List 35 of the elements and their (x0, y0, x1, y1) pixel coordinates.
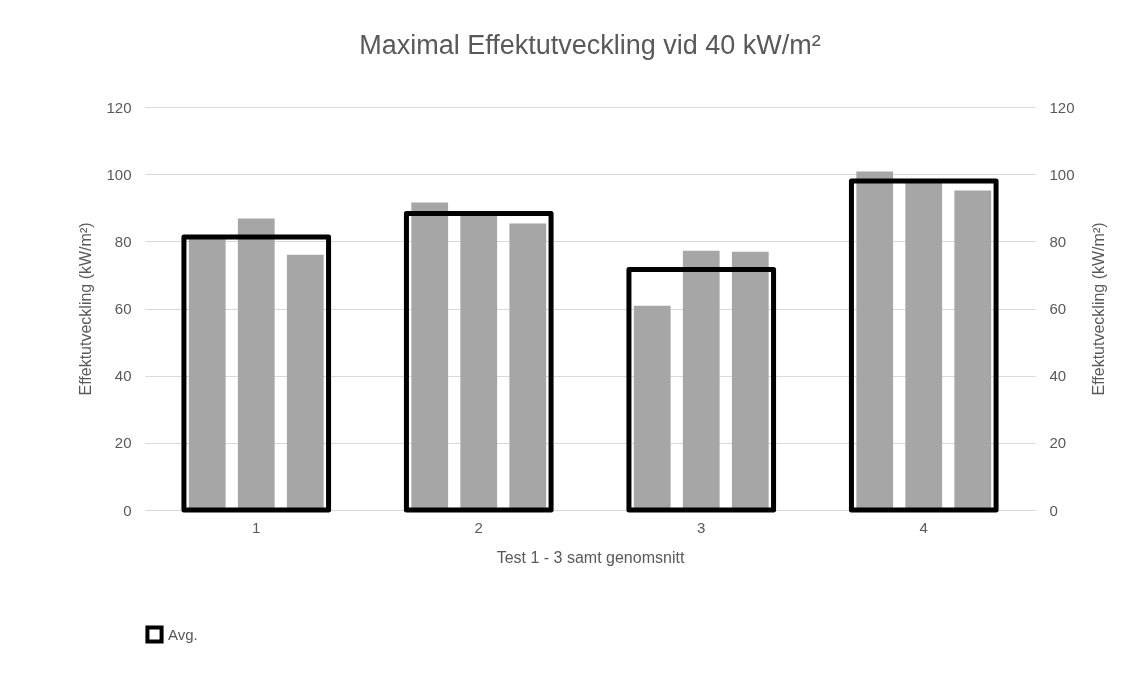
y2-tick-label: 100 (1049, 165, 1075, 183)
x-axis-title: Test 1 - 3 samt genomsnitt (496, 548, 685, 566)
bar (188, 238, 226, 510)
y-axis-title: Effektutveckling (kW/m²) (77, 222, 95, 396)
y2-tick-label: 60 (1049, 300, 1067, 317)
y-tick-label: 60 (114, 300, 132, 317)
bar (237, 218, 275, 510)
bar (905, 180, 943, 510)
chart-title: Maximal Effektutveckling vid 40 kW/m² (359, 30, 821, 60)
bar (286, 254, 324, 510)
legend-label: Avg. (168, 625, 198, 643)
x-tick-label: 2 (474, 518, 483, 536)
y-tick-label: 20 (114, 434, 132, 452)
y2-tick-label: 40 (1049, 367, 1067, 385)
y-tick-label: 40 (114, 367, 132, 385)
y2-tick-label: 20 (1049, 434, 1067, 452)
bar (411, 202, 449, 510)
bar (856, 171, 894, 510)
bar (460, 214, 498, 510)
bar (633, 305, 671, 510)
y2-axis-title: Effektutveckling (kW/m²) (1089, 222, 1107, 396)
y-tick-label: 120 (106, 98, 132, 116)
y2-tick-label: 80 (1049, 232, 1067, 250)
y-tick-label: 100 (106, 165, 132, 183)
bar (509, 223, 547, 510)
y-tick-label: 80 (114, 232, 132, 250)
y2-tick-label: 0 (1049, 501, 1058, 519)
bar (954, 190, 992, 510)
y-tick-label: 0 (123, 501, 132, 519)
bar (731, 251, 769, 510)
x-tick-label: 4 (919, 518, 928, 536)
x-tick-label: 3 (697, 518, 706, 536)
y2-tick-label: 120 (1049, 98, 1075, 116)
bar (682, 250, 720, 510)
x-tick-label: 1 (252, 518, 261, 536)
